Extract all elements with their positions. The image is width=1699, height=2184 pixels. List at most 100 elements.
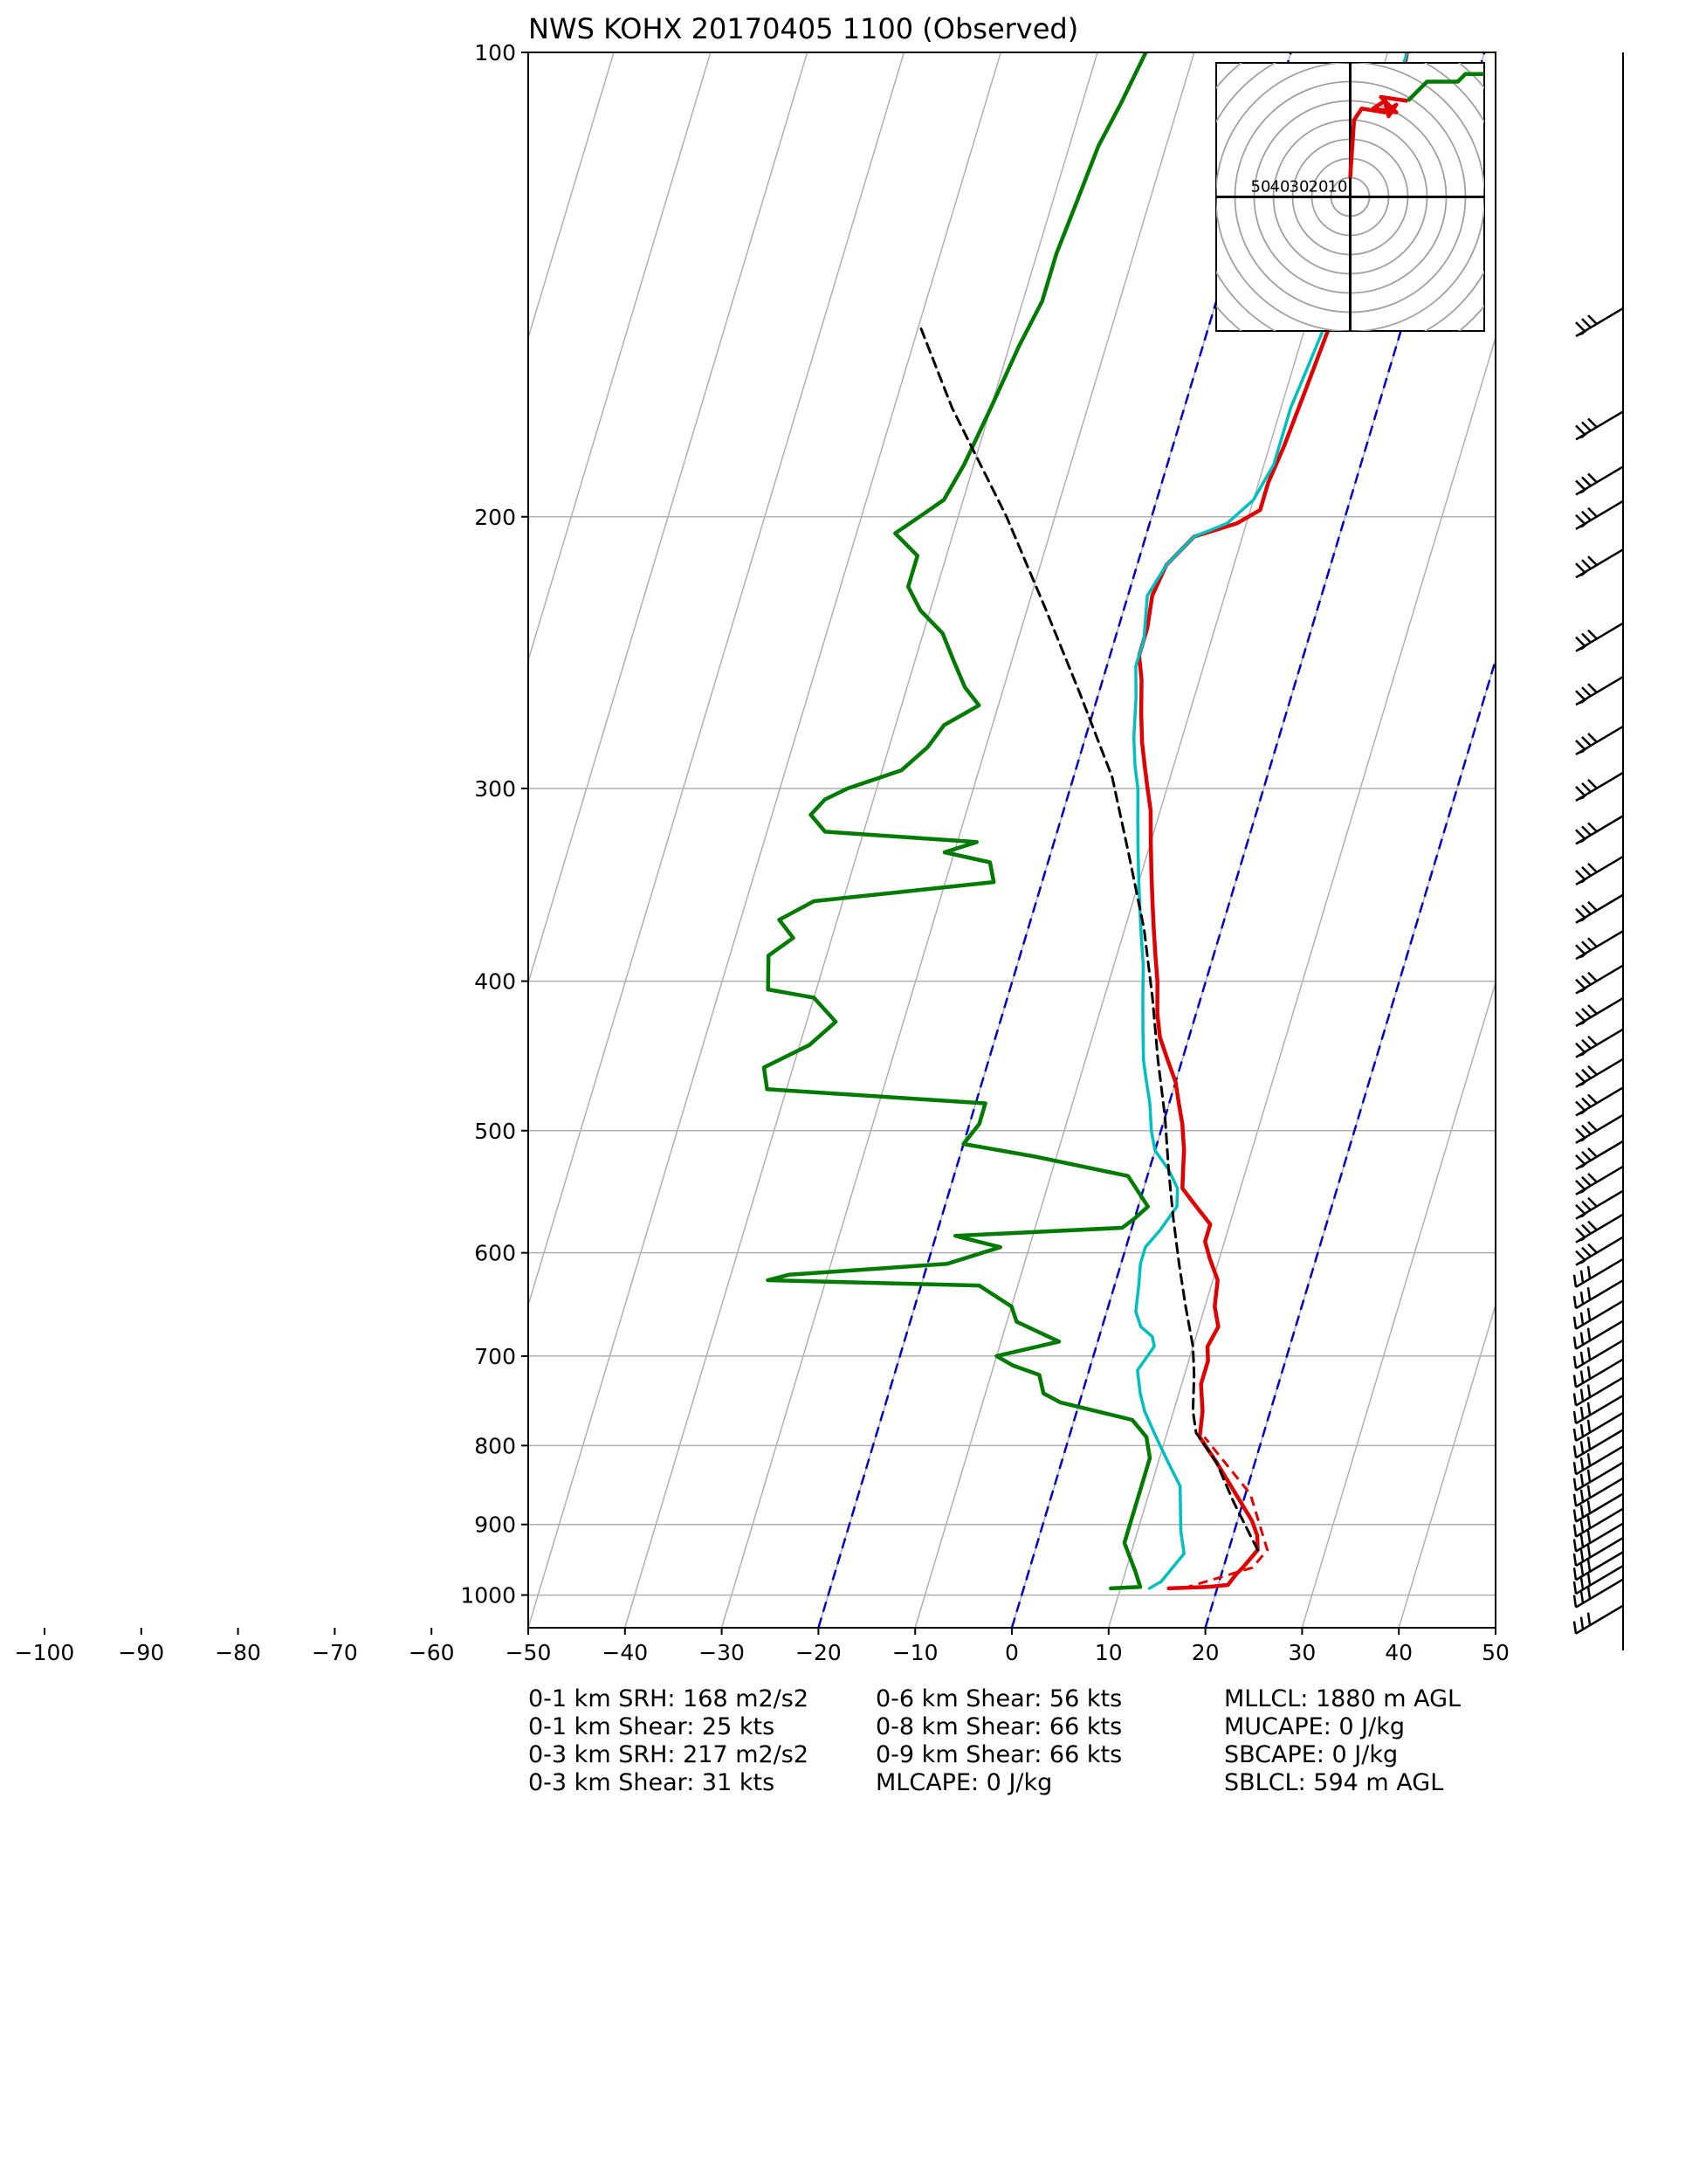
- hodograph-inset: 50 40 30 20 10: [1215, 31, 1597, 332]
- wind-barb-feather: [1575, 1179, 1586, 1190]
- wind-barb-feather: [1586, 1327, 1592, 1340]
- wind-barb-feather: [1581, 318, 1592, 328]
- hodograph-ring-label: 50: [1251, 178, 1271, 196]
- hodograph-ring-label: 10: [1328, 178, 1348, 196]
- sounding-traces: [761, 52, 1409, 1591]
- wind-barb: [1572, 1358, 1624, 1388]
- stat-sblcl: SBLCL: 594 m AGL: [1224, 1769, 1444, 1796]
- x-tick-label: −20: [795, 1640, 842, 1665]
- wind-barb-feather: [1575, 978, 1586, 989]
- wind-barb-feather: [1572, 1336, 1578, 1349]
- x-tick-label: 50: [1482, 1640, 1510, 1665]
- wind-barb: [1572, 1299, 1624, 1330]
- wind-barb: [1575, 1140, 1624, 1170]
- wind-barb-feather: [1572, 1595, 1578, 1608]
- wind-barb-feather: [1572, 1445, 1578, 1458]
- x-tick-label: −90: [118, 1640, 164, 1665]
- hodograph-trace-middle: [1406, 72, 1484, 103]
- isotherm-line: [0, 52, 324, 1628]
- wind-barb-feather: [1587, 1220, 1598, 1231]
- wind-barb-feather: [1579, 1423, 1585, 1437]
- wind-barb-feather: [1581, 476, 1592, 487]
- hodograph-trace-lower: [1348, 94, 1408, 178]
- wind-barb-feather: [1572, 1581, 1578, 1595]
- wind-barb-feather: [1587, 863, 1598, 873]
- wind-barb-feather: [1572, 1410, 1578, 1424]
- y-tick-label: 300: [474, 776, 516, 802]
- wind-barb-feather: [1581, 1124, 1592, 1135]
- wind-barb-feather: [1575, 690, 1586, 700]
- wind-barb: [1575, 622, 1624, 652]
- wind-barb-feather: [1587, 683, 1598, 693]
- y-tick-label: 500: [474, 1119, 516, 1144]
- wind-barb-feather: [1579, 1519, 1585, 1533]
- dewpoint-trace: [761, 52, 1152, 1591]
- wind-barb-feather: [1586, 1544, 1592, 1558]
- isotherm-line: [624, 52, 1098, 1628]
- wind-barb-feather: [1581, 904, 1592, 915]
- x-tick-label: 10: [1095, 1640, 1123, 1665]
- isotherm-line: [0, 52, 130, 1628]
- stat-0-8km-shear: 0-8 km Shear: 66 kts: [876, 1713, 1123, 1740]
- wind-barb-feather: [1579, 1270, 1585, 1283]
- wind-barb-feather: [1581, 940, 1592, 952]
- isotherm-line: [0, 52, 33, 1628]
- isotherm-line: [1592, 52, 1699, 1628]
- wind-barb-feather: [1579, 1489, 1585, 1503]
- wind-barb-feather: [1581, 1200, 1592, 1211]
- wet_bulb-trace: [1132, 52, 1409, 1590]
- x-tick-label: −40: [602, 1640, 648, 1665]
- hodograph-ring-label: 20: [1309, 178, 1329, 196]
- y-tick-label: 400: [474, 969, 516, 995]
- wind-barb-feather: [1581, 1246, 1592, 1257]
- y-tick-label: 100: [474, 40, 516, 65]
- wind-barb-feather: [1586, 1469, 1592, 1482]
- wind-barb-feather: [1586, 1500, 1592, 1513]
- temperature-trace: [1137, 52, 1409, 1591]
- wind-barb: [1572, 1477, 1624, 1507]
- wind-barb-feather: [1572, 1428, 1578, 1442]
- stat-0-3km-shear: 0-3 km Shear: 31 kts: [528, 1769, 775, 1796]
- wind-barb: [1575, 307, 1624, 338]
- wind-barb-feather: [1572, 1478, 1578, 1491]
- reference-dashed-line: [817, 52, 1292, 1628]
- wind-barb-feather: [1579, 1473, 1585, 1486]
- wind-barb: [1572, 1522, 1624, 1553]
- hodograph-ring-label: 40: [1270, 178, 1290, 196]
- y-tick-label: 200: [474, 505, 516, 530]
- wind-barb-feather: [1587, 1004, 1598, 1015]
- wind-barb: [1572, 1445, 1624, 1476]
- wind-barb-feather: [1587, 900, 1598, 912]
- wind-barb-shaft: [1575, 1604, 1624, 1635]
- wind-barb-feather: [1587, 314, 1598, 325]
- wind-barb-feather: [1587, 555, 1598, 567]
- wind-barb-feather: [1587, 506, 1598, 518]
- wind-barb-feather: [1579, 1388, 1585, 1402]
- y-tick-label: 700: [474, 1344, 516, 1369]
- wind-barb-feather: [1572, 1295, 1578, 1309]
- wind-barb-feather: [1575, 1154, 1586, 1165]
- wind-barb: [1575, 410, 1624, 441]
- wind-barb-feather: [1575, 1042, 1586, 1053]
- wind-barb-feather: [1575, 1071, 1586, 1083]
- stat-0-9km-shear: 0-9 km Shear: 66 kts: [876, 1741, 1123, 1768]
- stat-0-3km-srh: 0-3 km SRH: 217 m2/s2: [528, 1741, 809, 1768]
- stat-sbcape: SBCAPE: 0 J/kg: [1224, 1741, 1399, 1768]
- isotherm-line: [528, 52, 808, 985]
- wind-barb-feather: [1579, 1312, 1585, 1325]
- hodograph-trace-upper: [1562, 31, 1597, 81]
- y-tick-label: 1000: [460, 1583, 516, 1609]
- wind-barb-feather: [1587, 971, 1598, 982]
- x-tick-label: −70: [312, 1640, 358, 1665]
- wind-barb: [1575, 893, 1624, 924]
- stats-column-cape-lcl: MLLCL: 1880 m AGL MUCAPE: 0 J/kg SBCAPE:…: [1224, 1685, 1461, 1797]
- x-tick-label: −10: [892, 1640, 939, 1665]
- y-tick-label: 800: [474, 1433, 516, 1458]
- wind-barb-feather: [1572, 1355, 1578, 1369]
- wind-barb-feather: [1587, 822, 1598, 833]
- wind-barb-feather: [1575, 740, 1586, 750]
- wind-barb: [1572, 1604, 1624, 1635]
- wind-barb: [1575, 1086, 1624, 1117]
- wind-barb: [1575, 815, 1624, 845]
